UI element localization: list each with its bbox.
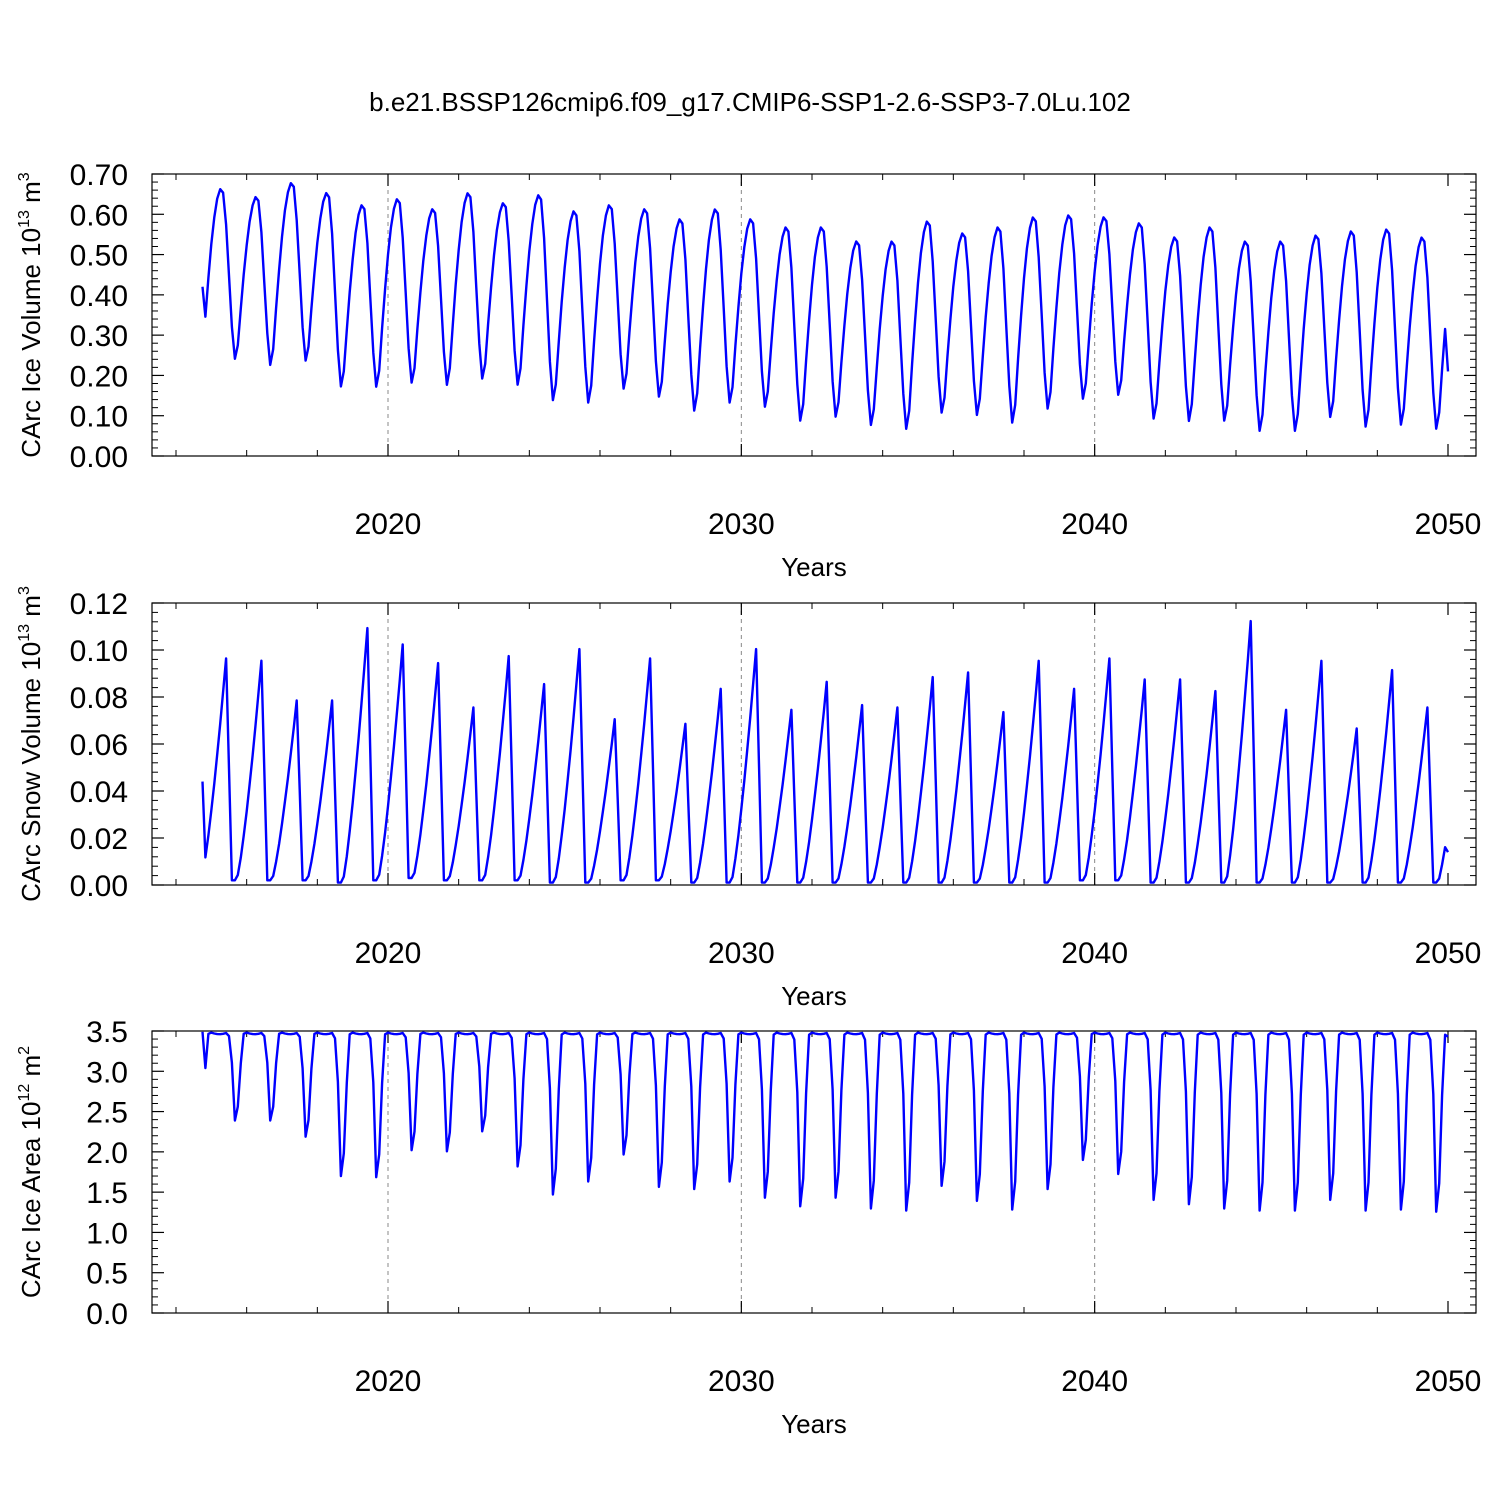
x-tick-label: 2030 <box>708 508 775 541</box>
y-axis-label-unit: m <box>16 1055 46 1084</box>
y-axis-label-exponent: 13 <box>16 624 33 642</box>
x-tick-label: 2020 <box>355 1365 422 1398</box>
y-tick-label: 0.04 <box>70 776 128 809</box>
y-tick-label: 0.10 <box>70 401 128 434</box>
y-tick-label: 0.60 <box>70 199 128 232</box>
series-line-ice-volume <box>201 182 1450 432</box>
y-axis-label-exponent: 13 <box>16 210 33 228</box>
x-tick-label: 2020 <box>355 937 422 970</box>
x-tick-label: 2050 <box>1415 508 1482 541</box>
x-axis-label: Years <box>781 552 847 582</box>
y-tick-label: 1.0 <box>86 1217 128 1250</box>
plot-frame <box>151 602 1477 886</box>
y-tick-label: 0.02 <box>70 823 128 856</box>
y-tick-label: 0.08 <box>70 682 128 715</box>
y-tick-label: 0.40 <box>70 280 128 313</box>
y-tick-label: 2.5 <box>86 1097 128 1130</box>
figure-title: b.e21.BSSP126cmip6.f09_g17.CMIP6-SSP1-2.… <box>369 87 1131 117</box>
y-tick-label: 2.0 <box>86 1137 128 1170</box>
y-tick-label: 0.30 <box>70 320 128 353</box>
y-axis-label-unit-exponent: 3 <box>16 586 33 595</box>
y-axis-label-unit: m <box>16 181 46 210</box>
y-axis-label-unit-exponent: 3 <box>16 172 33 181</box>
y-axis-label-unit-exponent: 2 <box>16 1046 33 1055</box>
y-tick-label: 0.20 <box>70 360 128 393</box>
y-axis-label: CArc Ice Area 1012 m2 <box>16 1046 46 1298</box>
x-tick-label: 2020 <box>355 508 422 541</box>
x-tick-label: 2040 <box>1061 937 1128 970</box>
y-axis-label-unit: m <box>16 595 46 624</box>
y-axis-label-main: CArc Ice Volume 10 <box>16 228 46 458</box>
panel-snow-volume: 0.00 0.02 0.04 0.06 0.08 0.10 0.12 2020 2030 2040… <box>16 586 1481 1011</box>
panel-ice-area: 0.0 0.5 1.0 1.5 2.0 2.5 3.0 3.5 2020 2030 2040 2050… <box>16 1016 1481 1439</box>
y-tick-label: 0.0 <box>86 1298 128 1331</box>
y-axis-label: CArc Snow Volume 1013 m3 <box>16 586 46 902</box>
y-axis-label-main: CArc Snow Volume 10 <box>16 642 46 902</box>
series-line-ice-area <box>201 1031 1449 1213</box>
x-tick-label: 2040 <box>1061 508 1128 541</box>
series-line-snow-volume <box>201 619 1450 884</box>
x-tick-label: 2050 <box>1415 1365 1482 1398</box>
x-tick-label: 2040 <box>1061 1365 1128 1398</box>
y-axis-label-exponent: 12 <box>16 1084 33 1102</box>
y-tick-label: 0.10 <box>70 635 128 668</box>
y-tick-label: 0.50 <box>70 240 128 273</box>
x-axis-label: Years <box>781 1409 847 1439</box>
plot-frame <box>151 1030 1477 1314</box>
plot-frame <box>151 173 1477 457</box>
y-tick-label: 3.5 <box>86 1016 128 1049</box>
x-tick-label: 2030 <box>708 937 775 970</box>
y-tick-label: 0.00 <box>70 441 128 474</box>
x-tick-label: 2030 <box>708 1365 775 1398</box>
y-axis-label: CArc Ice Volume 1013 m3 <box>16 172 46 457</box>
y-tick-label: 1.5 <box>86 1177 128 1210</box>
y-tick-label: 3.0 <box>86 1056 128 1089</box>
x-axis-label: Years <box>781 981 847 1011</box>
y-tick-label: 0.5 <box>86 1258 128 1291</box>
y-tick-label: 0.70 <box>70 159 128 192</box>
panel-ice-volume: 0.00 0.10 0.20 0.30 0.40 0.50 0.60 0.70 2020 2030… <box>16 159 1481 582</box>
y-tick-label: 0.06 <box>70 729 128 762</box>
panels-group: 0.00 0.10 0.20 0.30 0.40 0.50 0.60 0.70 2020 2030… <box>16 159 1481 1439</box>
x-tick-label: 2050 <box>1415 937 1482 970</box>
y-axis-label-main: CArc Ice Area 10 <box>16 1102 46 1299</box>
y-tick-label: 0.00 <box>70 870 128 903</box>
y-tick-label: 0.12 <box>70 588 128 621</box>
